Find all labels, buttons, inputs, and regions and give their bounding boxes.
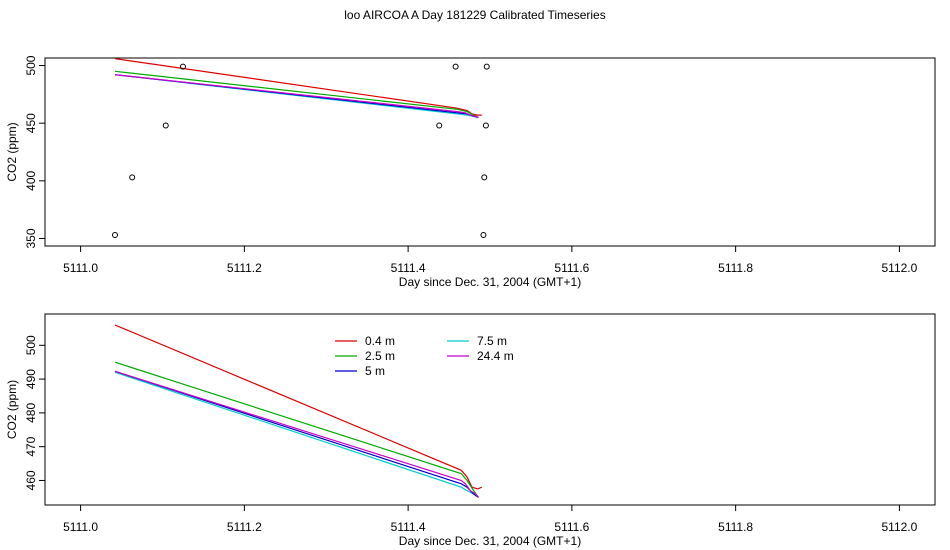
series-line-1	[114, 361, 479, 498]
series-line-0	[114, 58, 482, 116]
top-panel: 5111.0 5111.2 5111.4 5111.6 5111.8 5112.0 350 4…	[5, 55, 936, 289]
y-tick-label: 460	[24, 470, 38, 490]
legend-label: 0.4 m	[365, 334, 395, 348]
series-line-2	[114, 371, 479, 498]
series-line-3	[114, 370, 479, 498]
y-tick-label: 500	[24, 335, 38, 355]
x-axis-label: Day since Dec. 31, 2004 (GMT+1)	[399, 275, 581, 289]
y-tick-label: 470	[24, 436, 38, 456]
x-tick-label: 5111.4	[391, 261, 426, 275]
legend-label: 5 m	[365, 364, 385, 378]
x-tick-label: 5111.4	[391, 520, 426, 534]
data-point	[483, 63, 490, 70]
data-point	[129, 174, 136, 181]
legend-label: 24.4 m	[477, 349, 514, 363]
y-tick-label: 500	[24, 55, 38, 75]
data-point	[452, 63, 459, 70]
x-tick-label: 5111.8	[718, 261, 753, 275]
y-axis-label: CO2 (ppm)	[5, 380, 19, 439]
series-line-4	[114, 370, 479, 498]
series-line-0	[114, 324, 483, 490]
x-tick-label: 5112.0	[881, 520, 917, 534]
y-tick-label: 450	[24, 113, 38, 133]
data-point	[480, 232, 487, 239]
x-tick-label: 5112.0	[881, 261, 917, 275]
data-point	[436, 122, 443, 129]
series-line-4	[114, 74, 479, 118]
legend-label: 2.5 m	[365, 349, 395, 363]
x-tick-label: 5111.8	[718, 520, 753, 534]
data-point	[179, 63, 186, 70]
y-tick-label: 490	[24, 369, 38, 389]
y-tick-label: 400	[24, 170, 38, 190]
x-tick-label: 5111.6	[554, 520, 589, 534]
x-tick-label: 5111.2	[227, 520, 262, 534]
legend-label: 7.5 m	[477, 334, 507, 348]
plot-frame	[44, 57, 936, 247]
x-tick-label: 5111.6	[554, 261, 589, 275]
x-tick-label: 5111.0	[63, 261, 98, 275]
data-point	[482, 122, 489, 129]
x-tick-label: 5111.0	[63, 520, 98, 534]
data-point	[162, 122, 169, 129]
y-axis-label: CO2 (ppm)	[5, 122, 19, 181]
data-point	[111, 232, 118, 239]
bottom-panel: 5111.0 5111.2 5111.4 5111.6 5111.8 5112.0 460 4…	[5, 313, 936, 548]
plot-frame	[44, 313, 936, 506]
y-tick-label: 480	[24, 403, 38, 423]
y-tick-label: 350	[24, 228, 38, 248]
x-tick-label: 5111.2	[227, 261, 262, 275]
x-axis-label: Day since Dec. 31, 2004 (GMT+1)	[399, 534, 581, 548]
page-title: loo AIRCOA A Day 181229 Calibrated Times…	[344, 8, 606, 22]
data-point	[481, 174, 488, 181]
